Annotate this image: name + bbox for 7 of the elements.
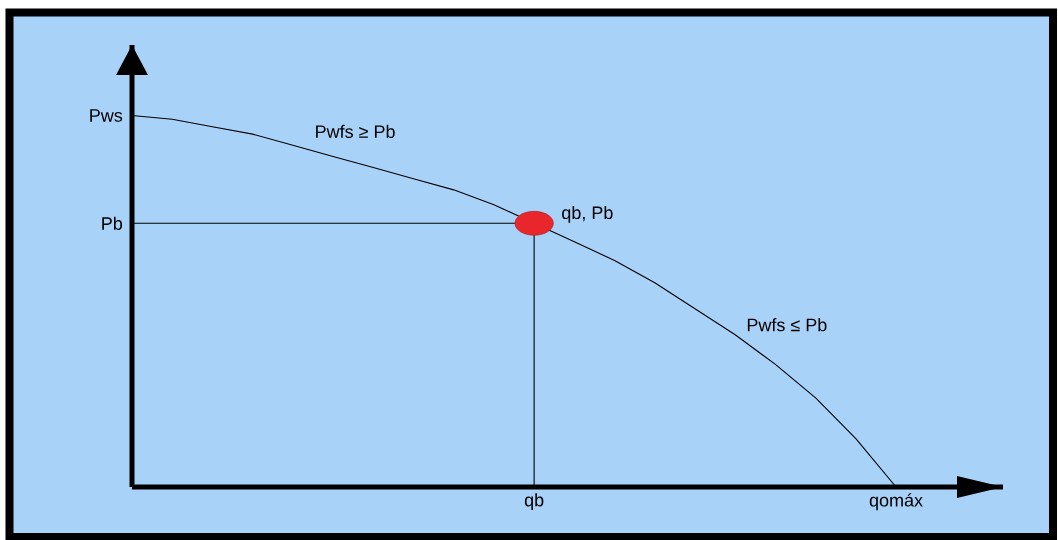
- ref-line-label: Pb: [102, 216, 123, 230]
- annotation: qb, Pb: [562, 205, 613, 223]
- x-tick-label: qomáx: [869, 493, 923, 511]
- annotation: Pws: [90, 109, 123, 122]
- series-label: Pwfs ≥ Pb: [316, 124, 395, 139]
- series-label: Pwfs ≤ Pb: [747, 318, 827, 332]
- x-tick-label: qb: [524, 493, 544, 510]
